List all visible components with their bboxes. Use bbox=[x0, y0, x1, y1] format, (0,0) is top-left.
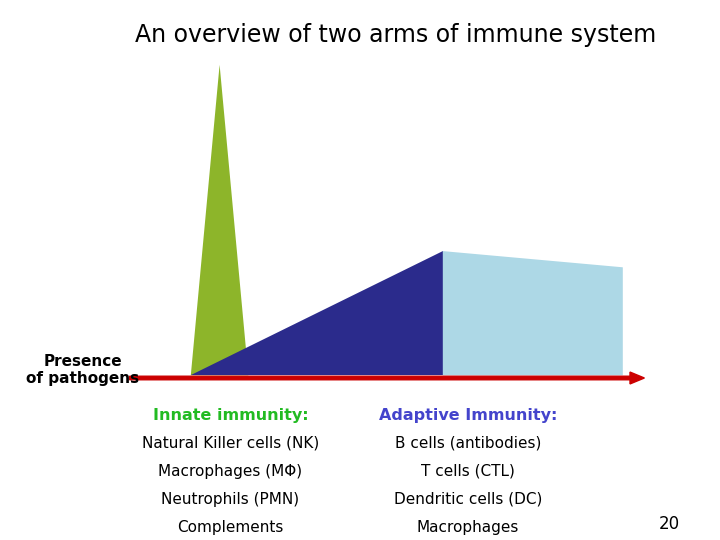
Text: Neutrophils (PMN): Neutrophils (PMN) bbox=[161, 492, 300, 507]
Text: Macrophages: Macrophages bbox=[417, 520, 519, 535]
Text: Dendritic cells (DC): Dendritic cells (DC) bbox=[394, 492, 542, 507]
Text: Natural Killer cells (NK): Natural Killer cells (NK) bbox=[142, 436, 319, 451]
Text: B cells (antibodies): B cells (antibodies) bbox=[395, 436, 541, 451]
Text: 20: 20 bbox=[659, 515, 680, 533]
Polygon shape bbox=[191, 65, 248, 375]
Text: Innate immunity:: Innate immunity: bbox=[153, 408, 308, 423]
Polygon shape bbox=[191, 251, 443, 375]
Text: T cells (CTL): T cells (CTL) bbox=[421, 464, 515, 479]
Text: Complements: Complements bbox=[177, 520, 284, 535]
Text: Presence
of pathogens: Presence of pathogens bbox=[26, 354, 140, 386]
Text: Macrophages (MΦ): Macrophages (MΦ) bbox=[158, 464, 302, 479]
Text: An overview of two arms of immune system: An overview of two arms of immune system bbox=[135, 23, 657, 47]
FancyArrow shape bbox=[130, 372, 644, 384]
Text: Adaptive Immunity:: Adaptive Immunity: bbox=[379, 408, 557, 423]
Polygon shape bbox=[443, 251, 623, 375]
